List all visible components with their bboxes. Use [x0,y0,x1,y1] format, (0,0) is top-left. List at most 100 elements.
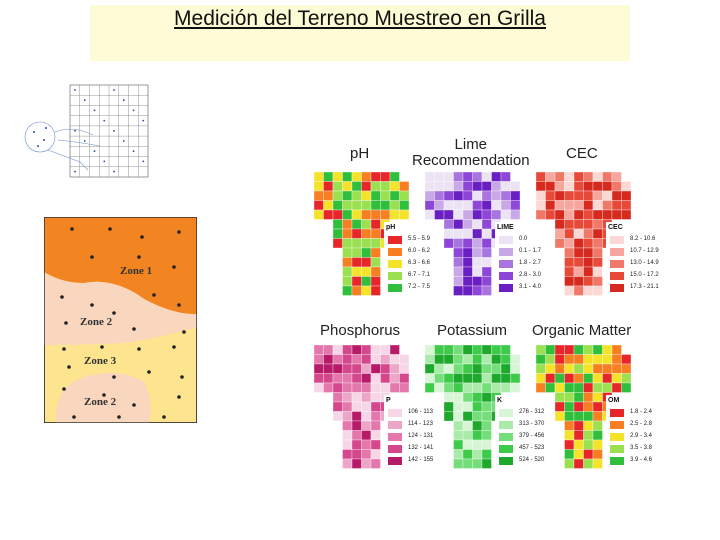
map-cell [573,266,584,277]
legend-swatch [388,409,402,417]
map-cell [380,181,391,192]
legend-row: 124 - 131 [388,433,454,441]
map-cell [573,392,584,403]
legend-range: 6.0 - 6.2 [408,248,431,254]
legend-row: 276 - 312 [499,409,565,417]
map-cell [554,228,565,239]
map-cell [389,345,400,355]
map-cell [361,266,372,277]
map-cell [472,420,483,431]
map-cell [573,382,584,393]
legend-range: 10.7 - 12.9 [630,248,659,254]
legend-range: 1.8 - 2.7 [519,260,542,266]
map-cell [370,209,381,220]
map-cell [491,345,502,355]
map-cell [453,172,464,182]
legend-swatch [388,433,402,441]
legend-range: 106 - 113 [408,409,433,415]
legend-range: 8.2 - 10.6 [630,236,656,242]
map-cell [342,373,353,384]
map-cell [592,228,603,239]
map-cell [564,458,575,469]
map-cell [621,200,632,211]
legend-row: 17.3 - 21.1 [610,284,676,292]
map-cell [592,392,603,403]
map-cell [361,247,372,258]
map-cell [536,181,546,192]
map-cell [443,172,454,182]
map-cell [462,411,473,422]
legend-row: 106 - 113 [388,409,454,417]
map-cell [592,345,603,355]
map-cell [481,238,492,249]
map-cell [462,382,473,393]
map-cell [389,172,400,182]
page-title: Medición del Terreno Muestreo en Grilla [174,7,546,30]
map-cell [573,172,584,182]
map-cell [472,411,483,422]
map-cell [554,411,565,422]
map-cell [351,276,362,287]
map-cell [434,209,445,220]
map-cell [536,354,546,365]
map-cell [389,181,400,192]
map-cell [583,257,594,268]
ph-field-map [314,172,410,296]
map-cell [380,363,391,374]
map-cell [434,172,445,182]
map-cell [583,401,594,412]
map-cell [370,420,381,431]
legend-row: 142 - 155 [388,457,454,465]
legend-swatch [610,433,624,441]
map-cell [481,345,492,355]
legend-swatch [499,248,513,256]
map-cell [323,209,334,220]
map-cell [380,209,391,220]
map-cell [573,439,584,450]
map-cell [583,190,594,201]
legend-row: 2.5 - 2.8 [610,421,676,429]
legend-swatch [610,409,624,417]
map-title-line: Recommendation [412,152,530,169]
map-cell [462,257,473,268]
map-cell [554,209,565,220]
map-cell [361,238,372,249]
zone-label: Zone 2 [80,316,113,328]
map-cell [592,276,603,287]
legend-title: K [497,397,503,404]
map-cell [573,257,584,268]
map-cell [545,363,556,374]
legend-title: CEC [608,224,623,231]
map-cell [621,354,632,365]
legend-range: 457 - 523 [519,445,545,451]
legend-title: OM [608,397,620,404]
map-cell [462,449,473,460]
map-cell [453,219,464,230]
map-cell [342,238,353,249]
map-cell [491,190,502,201]
map-cell [453,449,464,460]
map-cell [481,382,492,393]
map-cell [472,200,483,211]
map-cell [332,401,343,412]
map-cell [361,430,372,441]
map-cell [453,209,464,220]
map-cell [583,373,594,384]
legend-range: 3.5 - 3.8 [630,445,653,451]
map-cell [573,200,584,211]
map-cell [443,181,454,192]
map-cell [380,172,391,182]
legend-swatch [388,284,402,292]
map-cell [342,276,353,287]
map-cell [342,363,353,374]
map-cell [351,401,362,412]
map-cell [573,373,584,384]
map-cell [370,276,381,287]
map-cell [399,363,410,374]
map-cell [314,354,324,365]
map-cell [564,382,575,393]
map-cell [425,382,435,393]
map-cell [361,345,372,355]
map-cell [443,363,454,374]
legend-row: 7.2 - 7.5 [388,284,454,292]
